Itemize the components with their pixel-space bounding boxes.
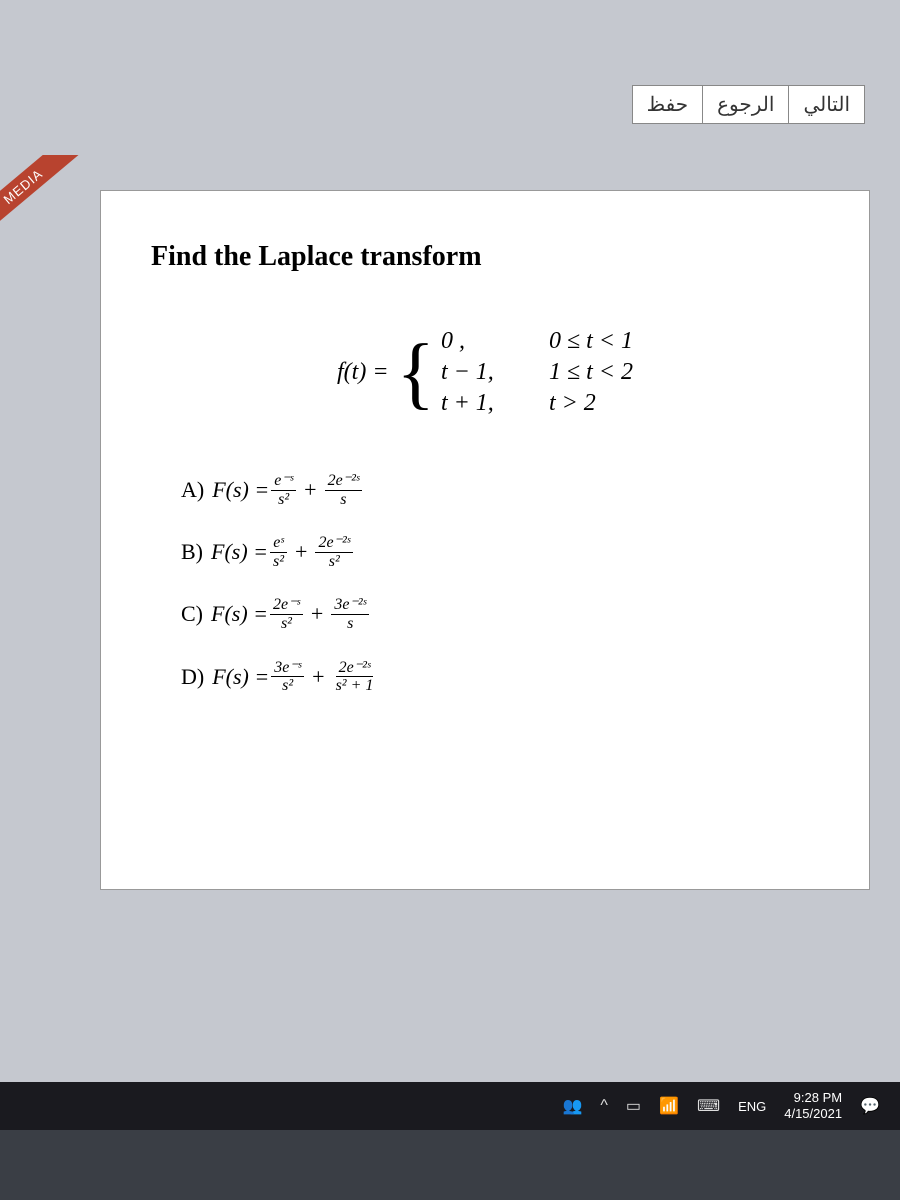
question-card: Find the Laplace transform f(t) = { 0 , …	[100, 190, 870, 890]
answer-lhs: F(s) =	[211, 601, 268, 627]
case-expr: 0 ,	[441, 328, 531, 355]
answer-label: C)	[181, 601, 203, 627]
case-cond: t > 2	[549, 390, 596, 417]
answer-option-c[interactable]: C) F(s) = 2e⁻ˢs² + 3e⁻²ˢs	[181, 596, 819, 632]
answer-list: A) F(s) = e⁻ˢs² + 2e⁻²ˢs B) F(s) = eˢs² …	[181, 472, 819, 695]
ribbon-label: MEDIA	[0, 155, 79, 236]
date-label: 4/15/2021	[784, 1106, 842, 1122]
case-row: 0 , 0 ≤ t < 1	[441, 328, 633, 355]
answer-lhs: F(s) =	[212, 477, 269, 503]
save-button[interactable]: حفظ	[632, 85, 702, 124]
battery-icon[interactable]: ▭	[626, 1096, 641, 1116]
answer-option-a[interactable]: A) F(s) = e⁻ˢs² + 2e⁻²ˢs	[181, 472, 819, 508]
answer-lhs: F(s) =	[211, 539, 268, 565]
notification-icon[interactable]: 💬	[860, 1096, 880, 1116]
answer-option-b[interactable]: B) F(s) = eˢs² + 2e⁻²ˢs²	[181, 534, 819, 570]
case-cond: 1 ≤ t < 2	[549, 359, 633, 386]
nav-button-group: حفظ الرجوع التالي	[632, 85, 865, 124]
taskbar: 👥 ^ ▭ 📶 ⌨ ENG 9:28 PM 4/15/2021 💬	[0, 1082, 900, 1130]
wifi-icon[interactable]: 📶	[659, 1096, 679, 1116]
piecewise-function: f(t) = { 0 , 0 ≤ t < 1 t − 1, 1 ≤ t < 2 …	[151, 328, 819, 417]
answer-option-d[interactable]: D) F(s) = 3e⁻ˢs² + 2e⁻²ˢs² + 1	[181, 659, 819, 695]
time-label: 9:28 PM	[794, 1090, 842, 1106]
brace-icon: {	[397, 337, 435, 409]
cases: 0 , 0 ≤ t < 1 t − 1, 1 ≤ t < 2 t + 1, t …	[441, 328, 633, 417]
bottom-strip	[0, 1130, 900, 1200]
case-row: t − 1, 1 ≤ t < 2	[441, 359, 633, 386]
keyboard-icon[interactable]: ⌨	[697, 1096, 720, 1116]
answer-label: B)	[181, 539, 203, 565]
answer-label: D)	[181, 664, 204, 690]
back-button[interactable]: الرجوع	[702, 85, 788, 124]
case-expr: t + 1,	[441, 390, 531, 417]
question-title: Find the Laplace transform	[151, 241, 819, 273]
function-lhs: f(t) =	[337, 359, 389, 386]
case-expr: t − 1,	[441, 359, 531, 386]
answer-label: A)	[181, 477, 204, 503]
answer-lhs: F(s) =	[212, 664, 269, 690]
people-icon[interactable]: 👥	[562, 1096, 582, 1116]
case-row: t + 1, t > 2	[441, 390, 633, 417]
next-button[interactable]: التالي	[788, 85, 865, 124]
chevron-up-icon[interactable]: ^	[600, 1097, 608, 1115]
clock[interactable]: 9:28 PM 4/15/2021	[784, 1090, 842, 1121]
language-indicator[interactable]: ENG	[738, 1099, 766, 1114]
case-cond: 0 ≤ t < 1	[549, 328, 633, 355]
